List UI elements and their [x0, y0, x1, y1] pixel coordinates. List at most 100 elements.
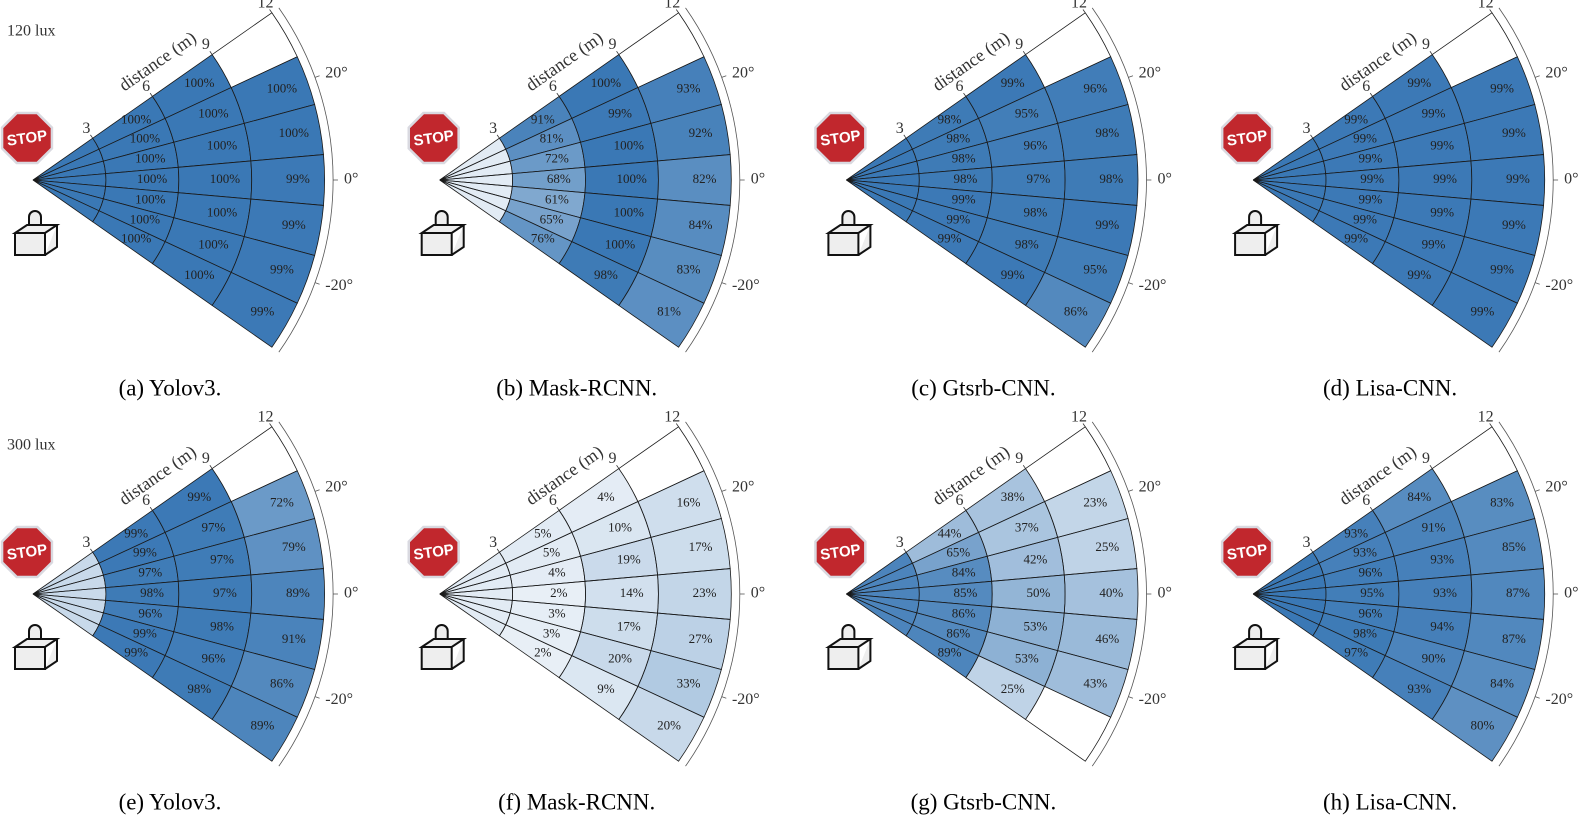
cell: [650, 612, 731, 670]
value-label: 16%: [677, 494, 701, 509]
theta-tick-label: -20°: [732, 277, 760, 294]
cell: [1431, 685, 1518, 762]
value-label: 93%: [1433, 585, 1457, 600]
stop-sign: [1220, 525, 1274, 579]
value-label: 96%: [1358, 564, 1382, 579]
stop-sign-text: STOP: [819, 127, 862, 149]
value-label: 99%: [1407, 267, 1431, 282]
value-label: 72%: [545, 150, 569, 165]
r-tick: [1022, 51, 1026, 55]
value-label: 100%: [267, 80, 298, 95]
r-tick-label: 6: [549, 78, 557, 95]
value-label: 98%: [140, 585, 164, 600]
value-label: 20%: [657, 717, 681, 732]
value-label: 100%: [198, 237, 229, 252]
r-tick-label: 6: [549, 492, 557, 509]
panel: STOP 91% 81% 72% 68% 61% 65% 76% 100% 99% 100% 100%…: [407, 0, 765, 400]
cell: [650, 198, 731, 256]
bag-icon: [1231, 624, 1281, 670]
stop-sign: [1220, 111, 1274, 165]
value-label: 95%: [1015, 105, 1039, 120]
value-label: 100%: [121, 231, 152, 246]
value-label: 100%: [279, 125, 310, 140]
theta-tick-label: 20°: [325, 478, 347, 495]
value-label: 98%: [1015, 237, 1039, 252]
value-label: 100%: [207, 204, 238, 219]
value-label: 10%: [608, 519, 632, 534]
value-label: 99%: [1407, 75, 1431, 90]
theta-tick-label: 0°: [751, 585, 765, 602]
value-label: 25%: [1001, 681, 1025, 696]
r-tick-label: 6: [956, 78, 964, 95]
theta-tick-label: 0°: [1157, 585, 1171, 602]
value-label: 99%: [1358, 192, 1382, 207]
stop-sign-text: STOP: [6, 127, 49, 149]
value-label: 93%: [1353, 544, 1377, 559]
value-label: 98%: [1099, 171, 1123, 186]
stop-sign: [814, 111, 867, 165]
caption: (d) Lisa-CNN.: [1323, 375, 1457, 400]
cell: [230, 236, 316, 304]
value-label: 93%: [1407, 681, 1431, 696]
cell: [243, 198, 324, 256]
theta-tick-label: 0°: [344, 585, 358, 602]
r-tick: [1369, 506, 1373, 511]
value-label: 99%: [608, 105, 632, 120]
value-label: 100%: [616, 171, 647, 186]
stop-sign: [814, 525, 867, 579]
value-label: 99%: [1422, 105, 1446, 120]
value-label: 99%: [1360, 171, 1384, 186]
value-label: 100%: [130, 212, 161, 227]
r-tick: [149, 92, 153, 97]
r-tick-label: 12: [258, 408, 274, 425]
r-tick: [496, 548, 500, 553]
value-label: 2%: [550, 585, 568, 600]
value-label: 99%: [1430, 138, 1454, 153]
value-label: 65%: [540, 212, 564, 227]
value-label: 87%: [1506, 585, 1530, 600]
theta-tick: [1128, 696, 1134, 699]
value-label: 85%: [1502, 539, 1526, 554]
r-tick: [1369, 92, 1373, 97]
value-label: 40%: [1099, 585, 1123, 600]
theta-tick-label: -20°: [1545, 277, 1573, 294]
cell: [1057, 198, 1138, 256]
r-tick: [1082, 9, 1086, 13]
value-label: 65%: [946, 544, 970, 559]
r-tick: [496, 134, 500, 139]
value-label: 97%: [201, 519, 225, 534]
cell: [650, 104, 731, 162]
value-label: 99%: [1490, 80, 1514, 95]
r-tick: [675, 423, 679, 427]
theta-tick: [1534, 696, 1540, 699]
value-label: 100%: [135, 192, 166, 207]
value-label: 100%: [137, 171, 168, 186]
value-label: 99%: [1490, 262, 1514, 277]
cell: [243, 612, 324, 670]
cell: [211, 271, 298, 348]
r-tick-label: 12: [1071, 408, 1087, 425]
value-label: 76%: [531, 231, 555, 246]
value-label: 98%: [1353, 626, 1377, 641]
value-label: 91%: [531, 111, 555, 126]
caption: (c) Gtsrb-CNN.: [911, 375, 1055, 400]
r-tick-label: 9: [1015, 36, 1023, 53]
panel: STOP 99% 99% 99% 99% 99% 99% 99% 99% 99% 99% 99% 99%…: [1220, 0, 1579, 400]
theta-tick-label: -20°: [1139, 277, 1167, 294]
cell: [243, 518, 324, 576]
r-tick: [1489, 9, 1493, 13]
cell: [1431, 271, 1518, 348]
value-label: 96%: [1358, 606, 1382, 621]
value-label: 4%: [597, 489, 615, 504]
value-label: 81%: [657, 303, 681, 318]
cell: [1063, 568, 1139, 620]
theta-tick-label: 20°: [732, 64, 754, 81]
cell: [1463, 612, 1545, 670]
value-label: 98%: [594, 267, 618, 282]
value-label: 95%: [1360, 585, 1384, 600]
panel: STOP 100% 100% 100% 100% 100% 100% 100% 100% 100%…: [0, 0, 358, 400]
stop-sign-text: STOP: [1226, 541, 1269, 563]
panel: STOP 93% 93% 96% 95% 96% 98% 97% 84% 91% 93% 93% 94%…: [1220, 408, 1579, 814]
value-label: 99%: [250, 303, 274, 318]
r-tick: [209, 51, 213, 55]
